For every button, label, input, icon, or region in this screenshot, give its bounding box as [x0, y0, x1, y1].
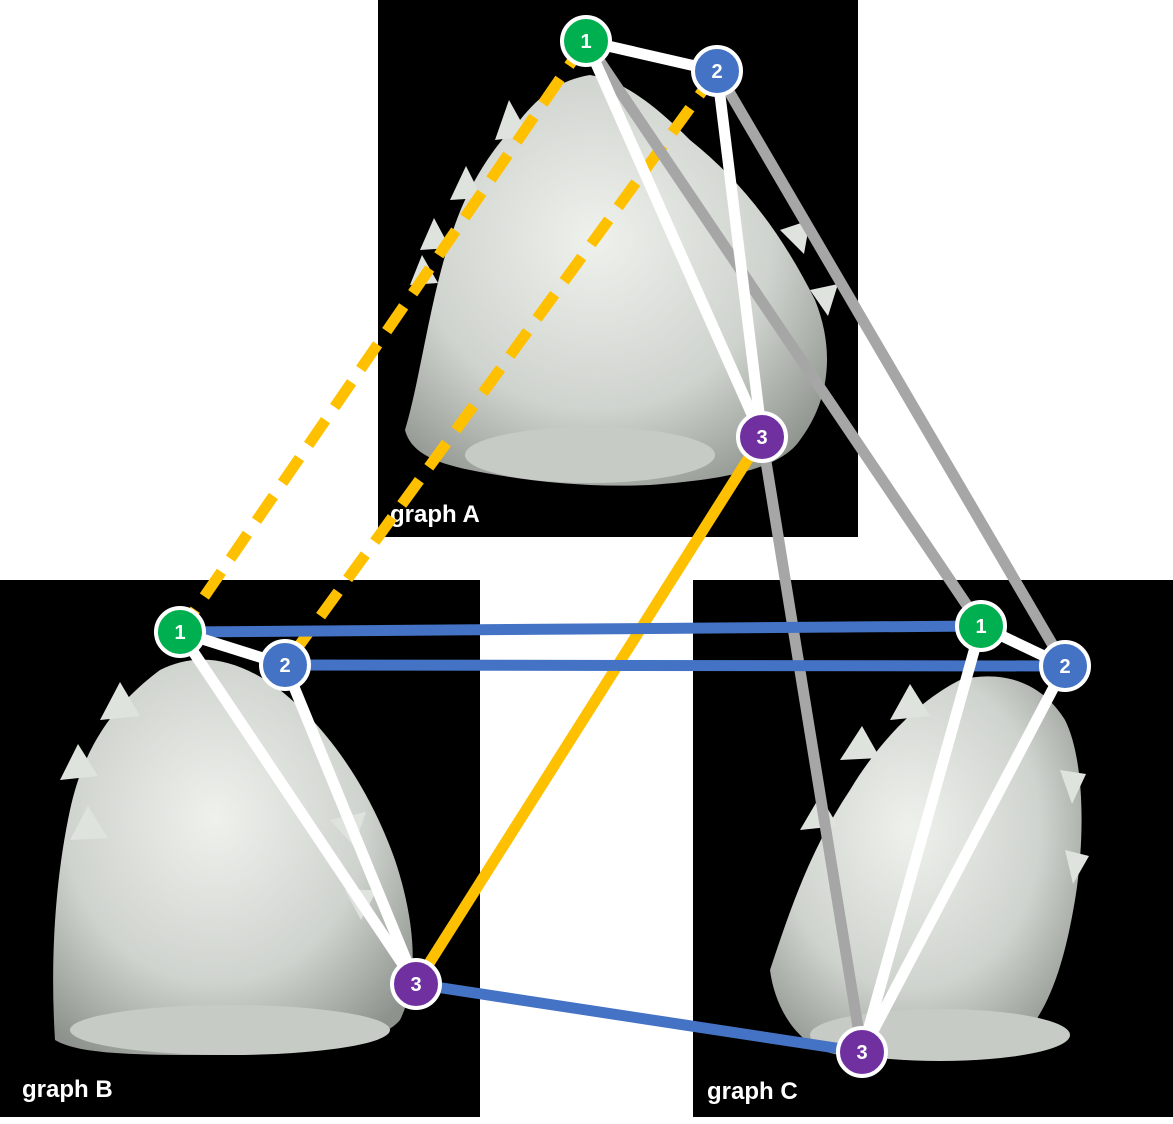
cross-edge-b1-c1 [179, 620, 982, 638]
node-b3: 3 [390, 958, 442, 1010]
node-circle [955, 600, 1007, 652]
node-b1: 1 [154, 606, 206, 658]
node-b2: 2 [259, 639, 311, 691]
cross-graph-edges [175, 37, 1070, 1058]
node-number: 3 [856, 1042, 867, 1064]
cross-edge-a3-c3 [756, 436, 868, 1053]
node-number: 2 [711, 61, 722, 83]
edge-b1-b3 [175, 628, 421, 988]
node-circle [154, 606, 206, 658]
graph-nodes: 1 2 3 1 2 3 1 2 3 [154, 15, 1091, 1078]
edge-c1-c3 [856, 624, 987, 1054]
node-number: 1 [580, 31, 591, 53]
graph-b-label: graph B [22, 1076, 113, 1103]
node-circle [560, 15, 612, 67]
node-circle [259, 639, 311, 691]
edge-b2-b3 [279, 662, 422, 987]
node-c2: 2 [1039, 640, 1091, 692]
cross-edge-a2-c2 [712, 68, 1070, 669]
node-circle [1039, 640, 1091, 692]
graph-c-label: graph C [707, 1078, 798, 1105]
node-number: 3 [410, 974, 421, 996]
cross-edge-a1-b1 [175, 37, 591, 636]
node-circle [736, 411, 788, 463]
cross-edge-a1-c1 [581, 37, 986, 630]
cross-edge-a3-b3 [411, 434, 767, 987]
node-circle [390, 958, 442, 1010]
node-c1: 1 [955, 600, 1007, 652]
node-circle [691, 45, 743, 97]
node-number: 1 [975, 616, 986, 638]
edge-c2-c3 [857, 663, 1070, 1055]
cross-edge-b3-c3 [415, 978, 863, 1058]
stegosaurus-photo-a [405, 75, 838, 486]
edge-a2-a3 [711, 70, 768, 438]
intra-graph-edges [175, 35, 1070, 1055]
cross-edge-b2-c2 [284, 659, 1066, 672]
node-number: 3 [756, 427, 767, 449]
node-circle [836, 1026, 888, 1078]
node-a1: 1 [560, 15, 612, 67]
node-number: 1 [174, 622, 185, 644]
cross-edge-a2-b2 [280, 67, 722, 669]
edge-a1-a3 [580, 38, 768, 440]
node-number: 2 [1059, 656, 1070, 678]
node-c3: 3 [836, 1026, 888, 1078]
node-a2: 2 [691, 45, 743, 97]
node-a3: 3 [736, 411, 788, 463]
node-number: 2 [279, 655, 290, 677]
